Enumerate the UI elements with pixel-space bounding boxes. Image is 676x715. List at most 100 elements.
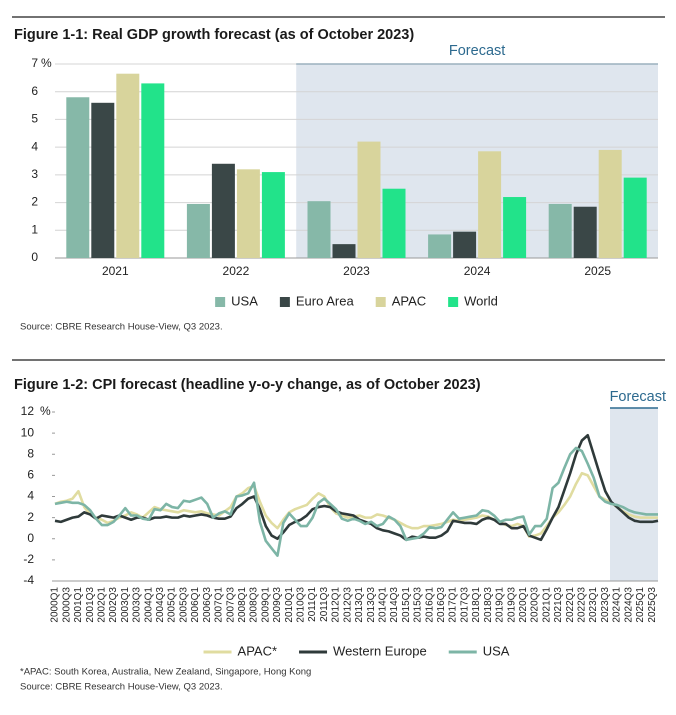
- footnote: *APAC: South Korea, Australia, New Zeala…: [20, 667, 311, 678]
- bar: [357, 141, 381, 258]
- x-tick-label: 2003Q3: [132, 587, 143, 623]
- x-tick-label: 2013Q3: [366, 587, 377, 623]
- x-tick-label: 2023: [343, 264, 370, 278]
- x-tick-label: 2011Q3: [319, 587, 330, 622]
- y-tick-label: 7: [31, 56, 38, 70]
- x-tick-label: 2002Q1: [96, 587, 107, 623]
- legend-label: USA: [231, 293, 258, 308]
- x-tick-label: 2020Q1: [518, 587, 529, 623]
- line-series: [54, 446, 658, 557]
- legend-swatch: [448, 297, 459, 307]
- bar: [573, 206, 597, 258]
- y-tick-label: 3: [31, 167, 38, 181]
- y-tick-label: 6: [31, 84, 38, 98]
- chart-title: Figure 1-1: Real GDP growth forecast (as…: [14, 27, 414, 43]
- x-tick-label: 2021Q3: [553, 587, 564, 623]
- x-tick-label: 2025Q1: [635, 587, 646, 623]
- y-tick-label: 0: [31, 250, 38, 264]
- x-tick-label: 2020Q3: [530, 587, 541, 623]
- x-tick-label: 2008Q1: [237, 587, 248, 623]
- y-unit: %: [41, 56, 52, 70]
- x-tick-label: 2022Q3: [577, 587, 588, 623]
- legend-swatch: [279, 297, 290, 307]
- x-tick-label: 2021: [102, 264, 129, 278]
- x-tick-label: 2012Q3: [342, 587, 353, 623]
- bar: [382, 188, 406, 258]
- forecast-shade: [609, 408, 658, 581]
- x-tick-label: 2022Q1: [565, 587, 576, 623]
- x-tick-label: 2005Q1: [167, 587, 178, 623]
- forecast-shade: [296, 64, 658, 258]
- legend-swatch: [215, 297, 226, 307]
- source-note: Source: CBRE Research House-View, Q3 202…: [20, 322, 223, 333]
- bar: [261, 172, 285, 258]
- x-tick-label: 2000Q3: [61, 587, 72, 623]
- x-tick-label: 2003Q1: [120, 587, 131, 623]
- y-tick-label: -2: [23, 552, 34, 566]
- y-tick-label: 10: [21, 425, 35, 439]
- x-tick-label: 2005Q3: [178, 587, 189, 623]
- x-tick-label: 2016Q3: [436, 587, 447, 623]
- x-tick-label: 2018Q1: [471, 587, 482, 623]
- x-tick-label: 2015Q1: [401, 587, 412, 623]
- x-tick-label: 2009Q3: [272, 587, 283, 623]
- chart-title: Figure 1-2: CPI forecast (headline y-o-y…: [14, 377, 481, 393]
- legend-label: APAC: [392, 293, 426, 308]
- forecast-label: Forecast: [449, 43, 505, 59]
- y-tick-label: 2: [27, 510, 34, 524]
- bar: [307, 201, 331, 258]
- x-tick-label: 2004Q1: [143, 587, 154, 623]
- bar: [91, 102, 115, 258]
- legend-label: APAC*: [238, 643, 278, 658]
- x-tick-label: 2025: [584, 264, 611, 278]
- y-tick-label: 5: [31, 112, 38, 126]
- x-tick-label: 2010Q3: [296, 587, 307, 623]
- x-tick-label: 2008Q3: [249, 587, 260, 623]
- bar: [623, 177, 647, 258]
- bar: [332, 244, 356, 258]
- y-tick-label: 4: [27, 489, 34, 503]
- legend-label: USA: [483, 643, 510, 658]
- y-unit: %: [40, 404, 51, 418]
- bar: [503, 197, 527, 258]
- x-tick-label: 2006Q3: [202, 587, 213, 623]
- y-tick-label: 6: [27, 468, 34, 482]
- x-tick-label: 2000Q1: [50, 587, 61, 623]
- x-tick-label: 2017Q3: [459, 587, 470, 623]
- x-tick-label: 2015Q3: [413, 587, 424, 623]
- forecast-label: Forecast: [610, 389, 666, 405]
- y-tick-label: -4: [23, 573, 34, 587]
- x-tick-label: 2011Q1: [307, 587, 318, 622]
- bar: [116, 73, 140, 258]
- x-tick-label: 2023Q3: [600, 587, 611, 623]
- x-tick-label: 2017Q1: [448, 587, 459, 623]
- x-tick-label: 2007Q1: [214, 587, 225, 623]
- bar: [478, 151, 502, 258]
- bar: [66, 97, 90, 258]
- y-tick-label: 4: [31, 139, 38, 153]
- x-tick-label: 2009Q1: [260, 587, 271, 623]
- x-tick-label: 2007Q3: [225, 587, 236, 623]
- x-tick-label: 2022: [223, 264, 250, 278]
- bar: [186, 203, 210, 258]
- x-tick-label: 2013Q1: [354, 587, 365, 623]
- bar: [236, 169, 260, 258]
- bar: [453, 231, 477, 258]
- legend-swatch: [375, 297, 386, 307]
- x-tick-label: 2023Q1: [588, 587, 599, 623]
- x-tick-label: 2004Q3: [155, 587, 166, 623]
- y-tick-label: 0: [27, 531, 34, 545]
- legend-label: Western Europe: [333, 643, 427, 658]
- x-tick-label: 2010Q1: [284, 587, 295, 623]
- x-tick-label: 2024: [464, 264, 491, 278]
- x-tick-label: 2014Q3: [389, 587, 400, 623]
- x-tick-label: 2021Q1: [541, 587, 552, 623]
- bar: [598, 149, 622, 258]
- x-tick-label: 2006Q1: [190, 587, 201, 623]
- bar: [428, 234, 452, 258]
- x-tick-label: 2018Q3: [483, 587, 494, 623]
- y-tick-label: 2: [31, 195, 38, 209]
- x-tick-label: 2014Q1: [377, 587, 388, 623]
- legend-label: Euro Area: [296, 293, 355, 308]
